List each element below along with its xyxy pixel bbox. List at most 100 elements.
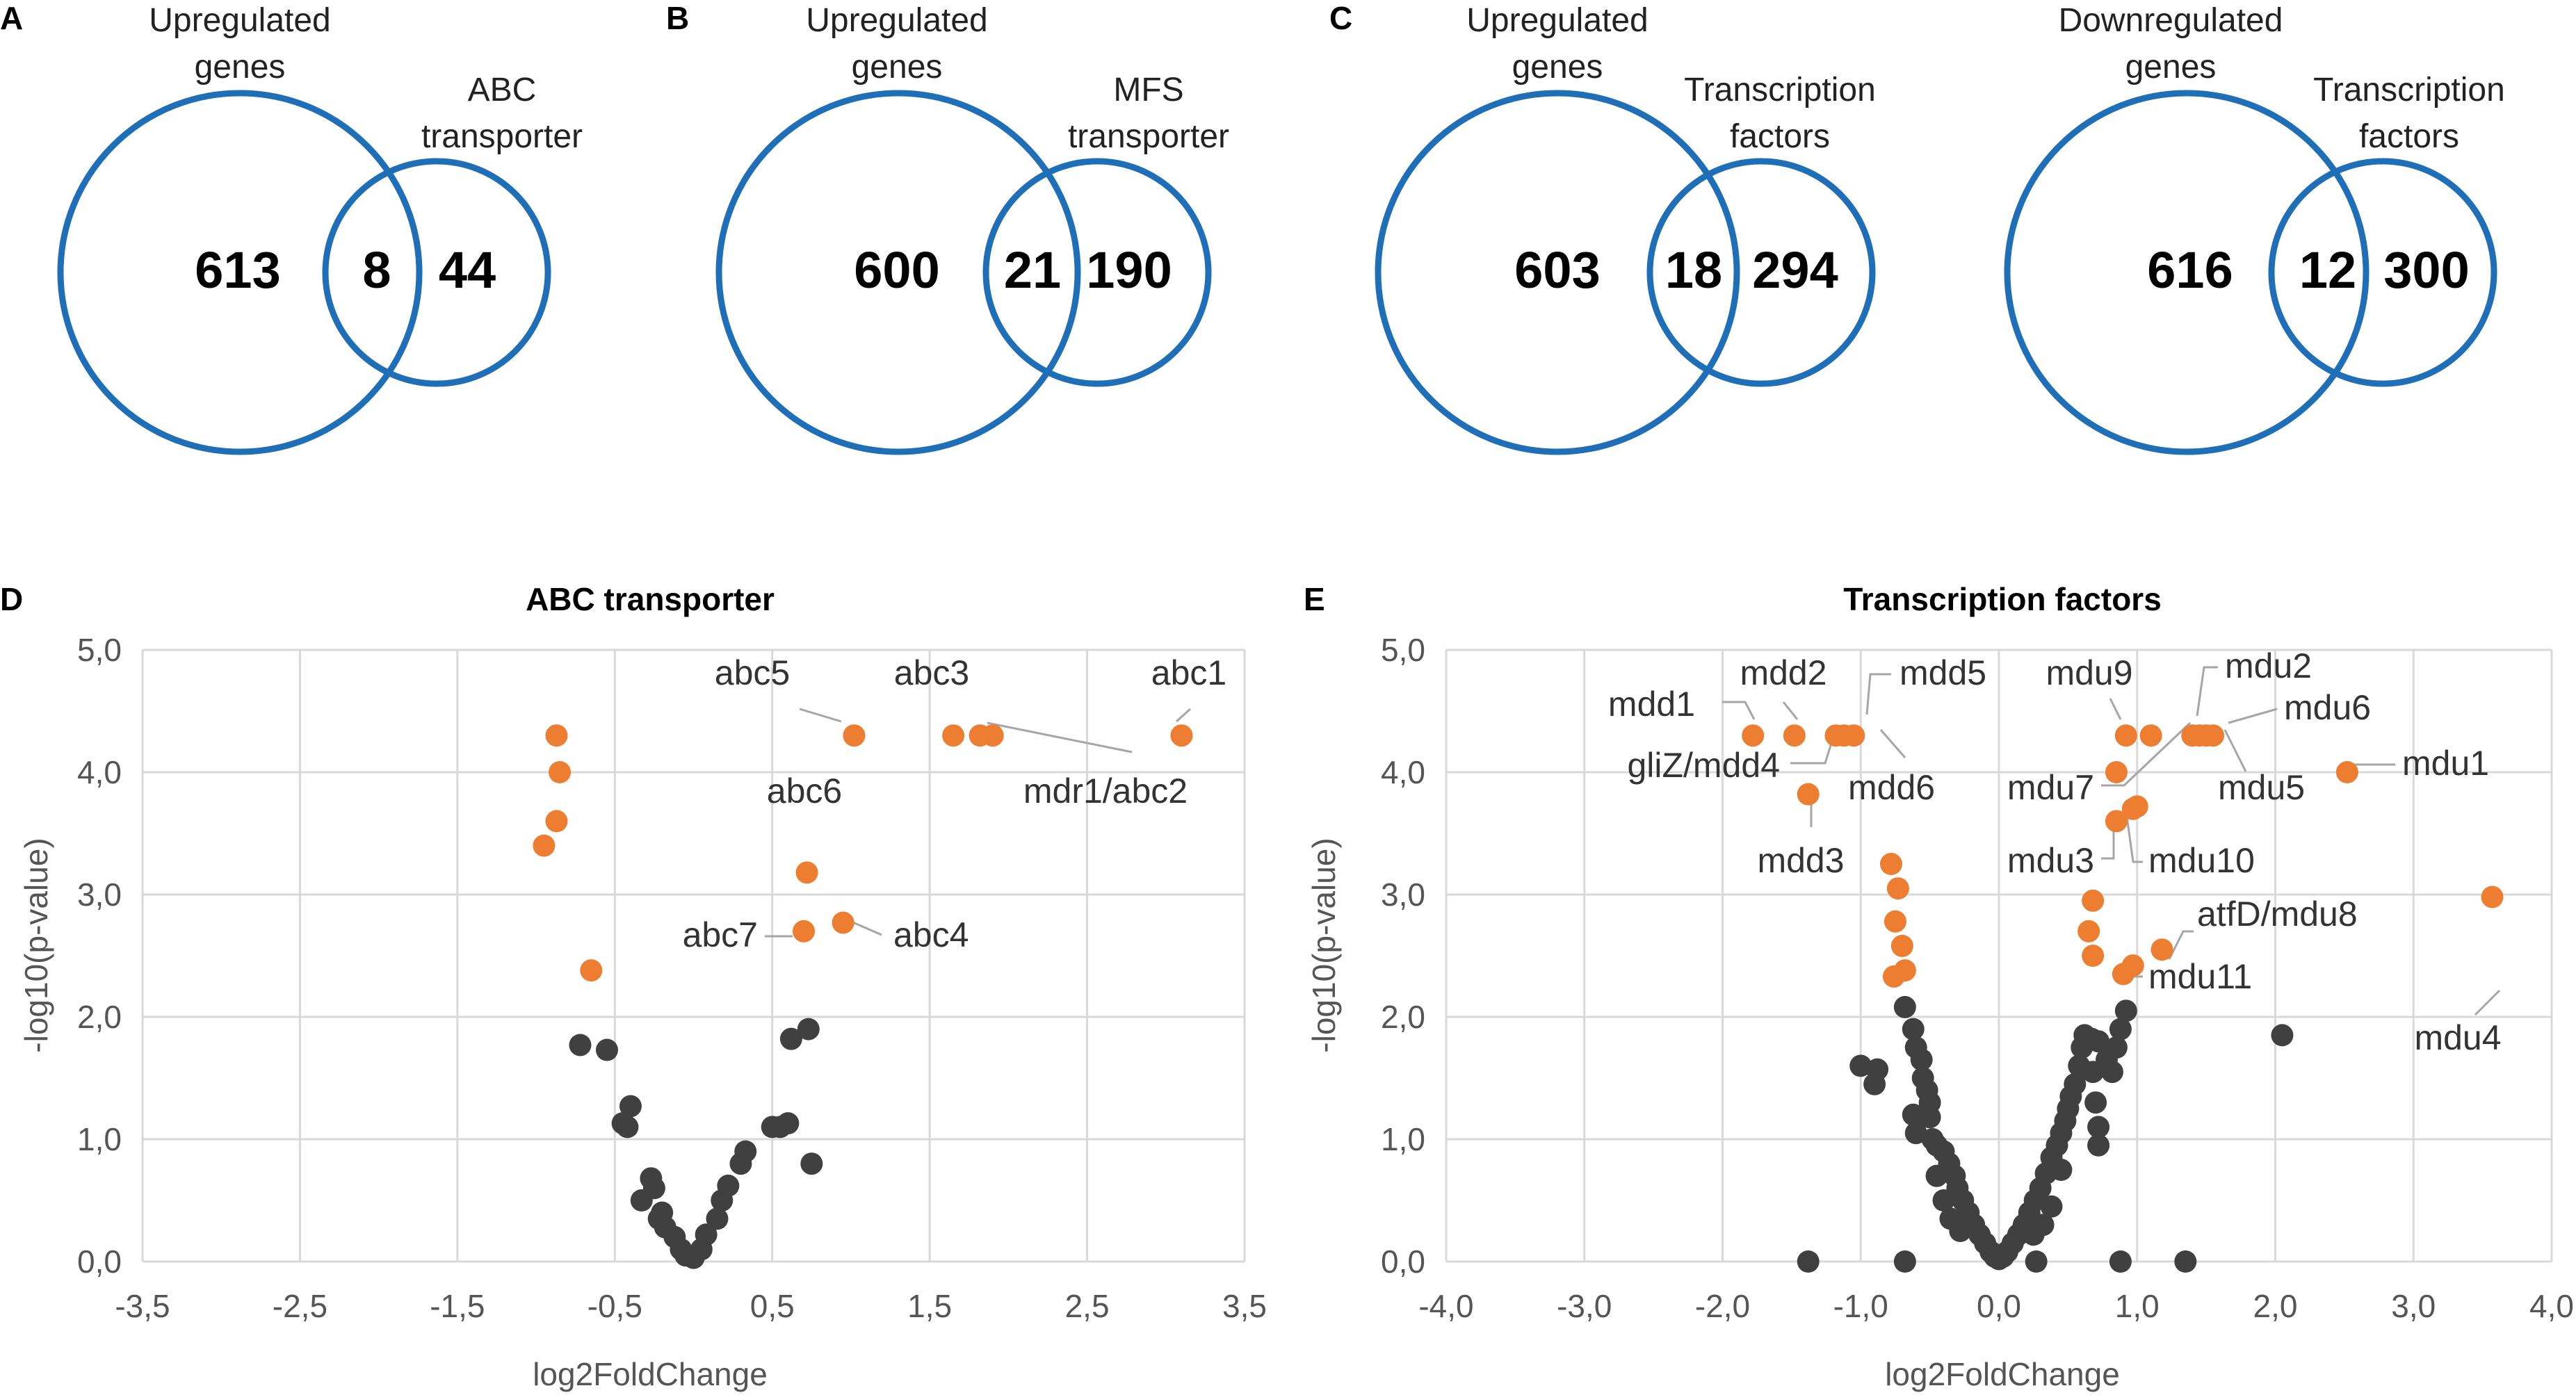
chart-d-point-label-3: mdr1/abc2	[1023, 772, 1188, 810]
chart-e-point-highlight-25	[2082, 945, 2105, 967]
chart-e-xtick-2: -2,0	[1695, 1288, 1750, 1324]
chart-d-ytick-1: 1,0	[77, 1121, 122, 1157]
chart-e-leader-8	[2228, 708, 2278, 724]
chart-d-points	[533, 724, 1193, 1269]
chart-d-point-other-21	[734, 1140, 757, 1163]
chart-d-ytick-5: 5,0	[77, 632, 122, 668]
chart-e-point-label-2: mdd5	[1899, 653, 1986, 692]
chart-e-point-other-55	[2100, 1061, 2123, 1084]
chart-e: E Transcription factors -4,0 -3,0 -2,0 -1,0…	[1304, 581, 2574, 1392]
chart-d-point-label-4: abc6	[767, 772, 842, 810]
panel-label-d: D	[0, 581, 23, 617]
chart-e-leader-7	[2196, 666, 2218, 717]
chart-d-xlabel: log2FoldChange	[533, 1356, 768, 1392]
chart-e-point-other-68	[2022, 1223, 2045, 1246]
venn-a-overlap: 8	[362, 241, 391, 299]
chart-e-leader-6	[2109, 698, 2122, 720]
chart-e-point-other-16	[1902, 1103, 1925, 1126]
chart-d-xtick-5: 1,5	[907, 1288, 952, 1324]
chart-e-point-other-57	[2109, 1018, 2132, 1041]
chart-e-leader-4	[1879, 729, 1906, 758]
venn-c2-right-circle	[2268, 158, 2497, 387]
chart-e-xtick-7: 3,0	[2391, 1288, 2436, 1324]
chart-e-xtick-4: 0,0	[1977, 1288, 2021, 1324]
chart-e-leader-12	[2101, 820, 2115, 860]
chart-d-xtick-6: 2,5	[1065, 1288, 1110, 1324]
venn-a-left-only: 613	[195, 241, 280, 299]
chart-d-point-highlight-8	[981, 724, 1004, 747]
chart-d-point-highlight-5	[843, 724, 866, 747]
venn-c-right-only: 294	[1752, 241, 1838, 299]
chart-e-point-label-11: mdu1	[2402, 744, 2489, 783]
chart-e-ytick-5: 5,0	[1381, 632, 1425, 668]
chart-e-point-highlight-13	[2139, 724, 2162, 747]
chart-d-point-highlight-6	[942, 724, 965, 747]
chart-e-point-highlight-19	[2335, 761, 2358, 783]
chart-e-point-other-60	[2087, 1116, 2110, 1139]
chart-e-title: Transcription factors	[1843, 581, 2162, 617]
chart-e-point-other-18	[1918, 1106, 1941, 1129]
chart-d-point-other-17	[706, 1207, 729, 1230]
venn-c: C Upregulated genes Transcription factor…	[1329, 0, 1876, 455]
chart-e-point-other-53	[2087, 1030, 2110, 1053]
chart-e-xlabel: log2FoldChange	[1885, 1356, 2120, 1392]
chart-e-point-other-65	[2040, 1195, 2063, 1218]
chart-d-point-highlight-4	[580, 959, 603, 982]
venn-a-right-label-2: transporter	[421, 118, 583, 155]
chart-e-points	[1742, 724, 2504, 1273]
chart-e-point-other-4	[2174, 1250, 2197, 1273]
chart-e-point-label-10: mdu5	[2218, 768, 2305, 807]
chart-d-point-highlight-3	[533, 834, 556, 857]
chart-d-point-highlight-2	[545, 810, 568, 833]
chart-e-ylabel: -log10(p-value)	[1306, 838, 1342, 1052]
venn-a-right-only: 44	[439, 241, 496, 299]
venn-b-right-label-1: MFS	[1113, 72, 1183, 108]
chart-d-xtick-7: 3,5	[1222, 1288, 1267, 1324]
venn-b-overlap: 21	[1004, 241, 1061, 299]
chart-e-point-other-0	[1797, 1250, 1820, 1273]
chart-e-point-other-70	[2050, 1159, 2073, 1181]
chart-e-point-highlight-22	[2125, 795, 2148, 818]
venn-b-left-only: 600	[854, 241, 939, 299]
venn-c2-left-only: 616	[2147, 241, 2233, 299]
venn-b-left-circle	[715, 90, 1081, 455]
chart-e-point-other-48	[2064, 1072, 2087, 1095]
venn-c2-overlap: 12	[2299, 241, 2356, 299]
chart-e-point-highlight-11	[1882, 965, 1905, 988]
venn-a-left-label-1: Upregulated	[149, 2, 331, 39]
chart-e-point-label-9: mdu7	[2007, 768, 2094, 807]
chart-e-ytick-2: 2,0	[1381, 999, 1425, 1035]
chart-e-point-label-5: mdd3	[1757, 841, 1844, 880]
venn-c-overlap: 18	[1665, 241, 1722, 299]
chart-d-point-other-0	[569, 1034, 592, 1057]
chart-d-point-label-5: abc7	[683, 915, 758, 954]
chart-d-ticks: -3,5 -2,5 -1,5 -0,5 0,5 1,5 2,5 3,5 0,0 1,0 2,0 3,0…	[77, 632, 1267, 1324]
chart-e-point-other-67	[1949, 1220, 1972, 1242]
chart-e-point-other-61	[2087, 1134, 2110, 1157]
chart-e-xtick-5: 1,0	[2115, 1288, 2160, 1324]
chart-d-point-highlight-1	[549, 761, 572, 783]
chart-e-xtick-8: 4,0	[2529, 1288, 2574, 1324]
chart-e-point-label-15: mdu11	[2148, 957, 2252, 996]
chart-d-ytick-4: 4,0	[77, 754, 122, 790]
chart-d-grid	[141, 648, 1246, 1263]
venn-c2-right-label-1: Transcription	[2313, 72, 2505, 108]
chart-e-point-highlight-24	[2077, 920, 2100, 943]
chart-e-point-highlight-21	[2105, 810, 2128, 833]
chart-e-point-other-10	[1902, 1018, 1925, 1041]
chart-e-point-label-4: mdd6	[1848, 768, 1935, 807]
chart-e-point-other-9	[1893, 995, 1916, 1018]
chart-e-point-label-3: gliZ/mdd4	[1627, 746, 1780, 785]
chart-e-leader-13	[2125, 811, 2143, 863]
chart-e-point-label-6: mdu9	[2046, 653, 2132, 692]
venn-c2-left-label-2: genes	[2125, 49, 2217, 85]
chart-e-point-highlight-26	[2150, 938, 2173, 961]
chart-e-point-label-16: mdu4	[2414, 1018, 2501, 1057]
chart-d-ytick-3: 3,0	[77, 876, 122, 913]
chart-d-point-highlight-10	[795, 861, 818, 884]
chart-d-point-label-6: abc4	[893, 915, 969, 954]
chart-e-point-other-69	[1925, 1164, 1948, 1187]
chart-e-point-label-8: mdu6	[2284, 688, 2371, 727]
chart-e-leader-10	[2223, 729, 2247, 772]
